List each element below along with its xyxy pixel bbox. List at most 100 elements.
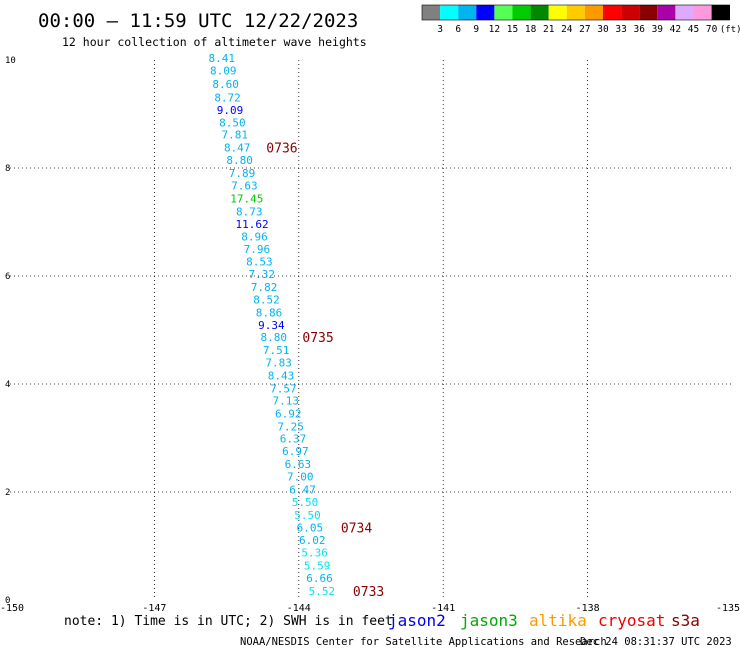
pass-time-label: 0734: [341, 521, 372, 536]
swh-value-label: 7.81: [222, 129, 249, 142]
swh-value-label: 8.50: [219, 116, 246, 129]
scale-swatch: [603, 5, 622, 20]
chart-subtitle: 12 hour collection of altimeter wave hei…: [62, 35, 367, 49]
swh-value-label: 7.51: [263, 344, 290, 357]
scale-tick-label: 6: [455, 24, 461, 35]
scale-tick-label: 12: [489, 24, 500, 35]
swh-value-label: 6.05: [297, 521, 324, 534]
scale-swatch: [458, 5, 477, 20]
scale-swatch: [530, 5, 549, 20]
scale-swatch: [711, 5, 730, 20]
swh-value-label: 8.80: [261, 331, 288, 344]
footer-timestamp: Dec 24 08:31:37 UTC 2023: [580, 636, 732, 648]
scale-tick-label: 27: [579, 24, 590, 35]
swh-value-label: 7.00: [287, 471, 314, 484]
scale-swatch: [422, 5, 441, 20]
swh-value-label: 9.09: [217, 104, 244, 117]
scale-swatch: [675, 5, 694, 20]
swh-value-label: 8.53: [246, 256, 273, 269]
swh-value-label: 8.80: [226, 154, 253, 167]
swh-value-label: 5.50: [292, 496, 319, 509]
scale-tick-label: 36: [633, 24, 645, 35]
scale-tick-label: 45: [688, 24, 699, 35]
pass-time-label: 0735: [302, 331, 333, 346]
pass-time-label: 0733: [353, 585, 384, 600]
scale-tick-label: 9: [473, 24, 479, 35]
swh-value-label: 5.52: [309, 585, 336, 598]
scale-unit-label: (ft): [720, 25, 740, 35]
footer-credit: NOAA/NESDIS Center for Satellite Applica…: [240, 636, 607, 648]
pass-time-labels: 0736 0735 0734 0733: [266, 142, 384, 600]
scale-swatch: [639, 5, 658, 20]
swh-value-label: 8.60: [212, 78, 239, 91]
y-tick-label: 6: [5, 272, 10, 282]
y-tick-label: 10: [5, 56, 16, 66]
swh-value-label: 7.89: [229, 167, 256, 180]
y-tick-label: 2: [5, 488, 10, 498]
y-tick-label: 8: [5, 164, 10, 174]
x-tick-label: -147: [142, 603, 166, 614]
swh-value-label: 7.96: [244, 243, 271, 256]
scale-swatch: [440, 5, 459, 20]
satellite-legend-jason3: jason3: [460, 611, 518, 630]
swh-value-label: 8.86: [256, 306, 283, 319]
x-tick-label: -135: [716, 603, 740, 614]
scale-swatch: [621, 5, 640, 20]
swh-value-label: 6.37: [280, 433, 307, 446]
swh-value-label: 6.97: [282, 445, 309, 458]
swh-value-label: 5.36: [301, 547, 328, 560]
swh-value-label: 6.92: [275, 407, 302, 420]
swh-value-label: 5.59: [304, 560, 331, 573]
swh-value-label: 11.62: [236, 218, 269, 231]
swh-data-points: 8.418.098.608.729.098.507.818.478.807.89…: [209, 52, 336, 598]
swh-value-label: 6.47: [289, 483, 316, 496]
swh-value-label: 8.47: [224, 142, 251, 155]
scale-swatch: [693, 5, 712, 20]
swh-value-label: 7.32: [248, 268, 275, 281]
swh-value-label: 9.34: [258, 319, 285, 332]
swh-value-label: 7.57: [270, 382, 297, 395]
swh-value-label: 7.25: [277, 420, 304, 433]
scale-tick-label: 39: [652, 24, 664, 35]
scale-tick-label: 42: [670, 24, 681, 35]
swh-value-label: 8.41: [209, 52, 236, 65]
satellite-legend-cryosat: cryosat: [598, 611, 665, 630]
swh-value-label: 6.63: [285, 458, 312, 471]
wave-height-color-scale: 3 6 9 12 15 18 21 24 27 30 33 36 39 42 45 70 (ft): [421, 4, 740, 35]
scale-swatch: [657, 5, 676, 20]
swh-value-label: 8.09: [210, 64, 237, 77]
satellite-legend: jason2 jason3 altika cryosat s3a: [388, 611, 700, 630]
scale-tick-label: 21: [543, 24, 555, 35]
swh-value-label: 17.45: [230, 192, 263, 205]
x-tick-label: -144: [287, 603, 311, 614]
swh-value-label: 7.13: [273, 394, 300, 407]
y-tick-label: 0: [5, 596, 10, 606]
axis-tick-labels: -150 -147 -144 -141 -138 -135 0 2 4 6 8 10: [0, 56, 740, 614]
swh-value-label: 6.02: [299, 534, 326, 547]
chart-title: 00:00 – 11:59 UTC 12/22/2023: [38, 10, 358, 32]
pass-time-label: 0736: [266, 142, 297, 157]
scale-swatch: [584, 5, 603, 20]
swh-value-label: 8.96: [241, 231, 268, 244]
footer-note: note: 1) Time is in UTC; 2) SWH is in fe…: [64, 614, 393, 629]
satellite-legend-altika: altika: [529, 611, 587, 630]
scale-tick-label: 24: [561, 24, 573, 35]
scale-border: [421, 4, 731, 21]
x-tick-label: -138: [576, 603, 600, 614]
swh-value-label: 6.66: [306, 572, 333, 585]
swh-value-label: 7.82: [251, 281, 278, 294]
swh-value-label: 5.50: [294, 509, 321, 522]
scale-swatch: [494, 5, 513, 20]
swh-value-label: 7.83: [265, 357, 292, 370]
grid-lines: [10, 60, 732, 600]
swh-value-label: 8.52: [253, 293, 280, 306]
x-tick-label: -141: [431, 603, 455, 614]
satellite-legend-jason2: jason2: [388, 611, 446, 630]
swh-value-label: 8.73: [236, 205, 263, 218]
y-tick-label: 4: [5, 380, 10, 390]
swh-value-label: 8.72: [214, 91, 241, 104]
scale-swatch: [476, 5, 495, 20]
scale-tick-label: 18: [525, 24, 537, 35]
scale-tick-label: 70: [706, 24, 718, 35]
